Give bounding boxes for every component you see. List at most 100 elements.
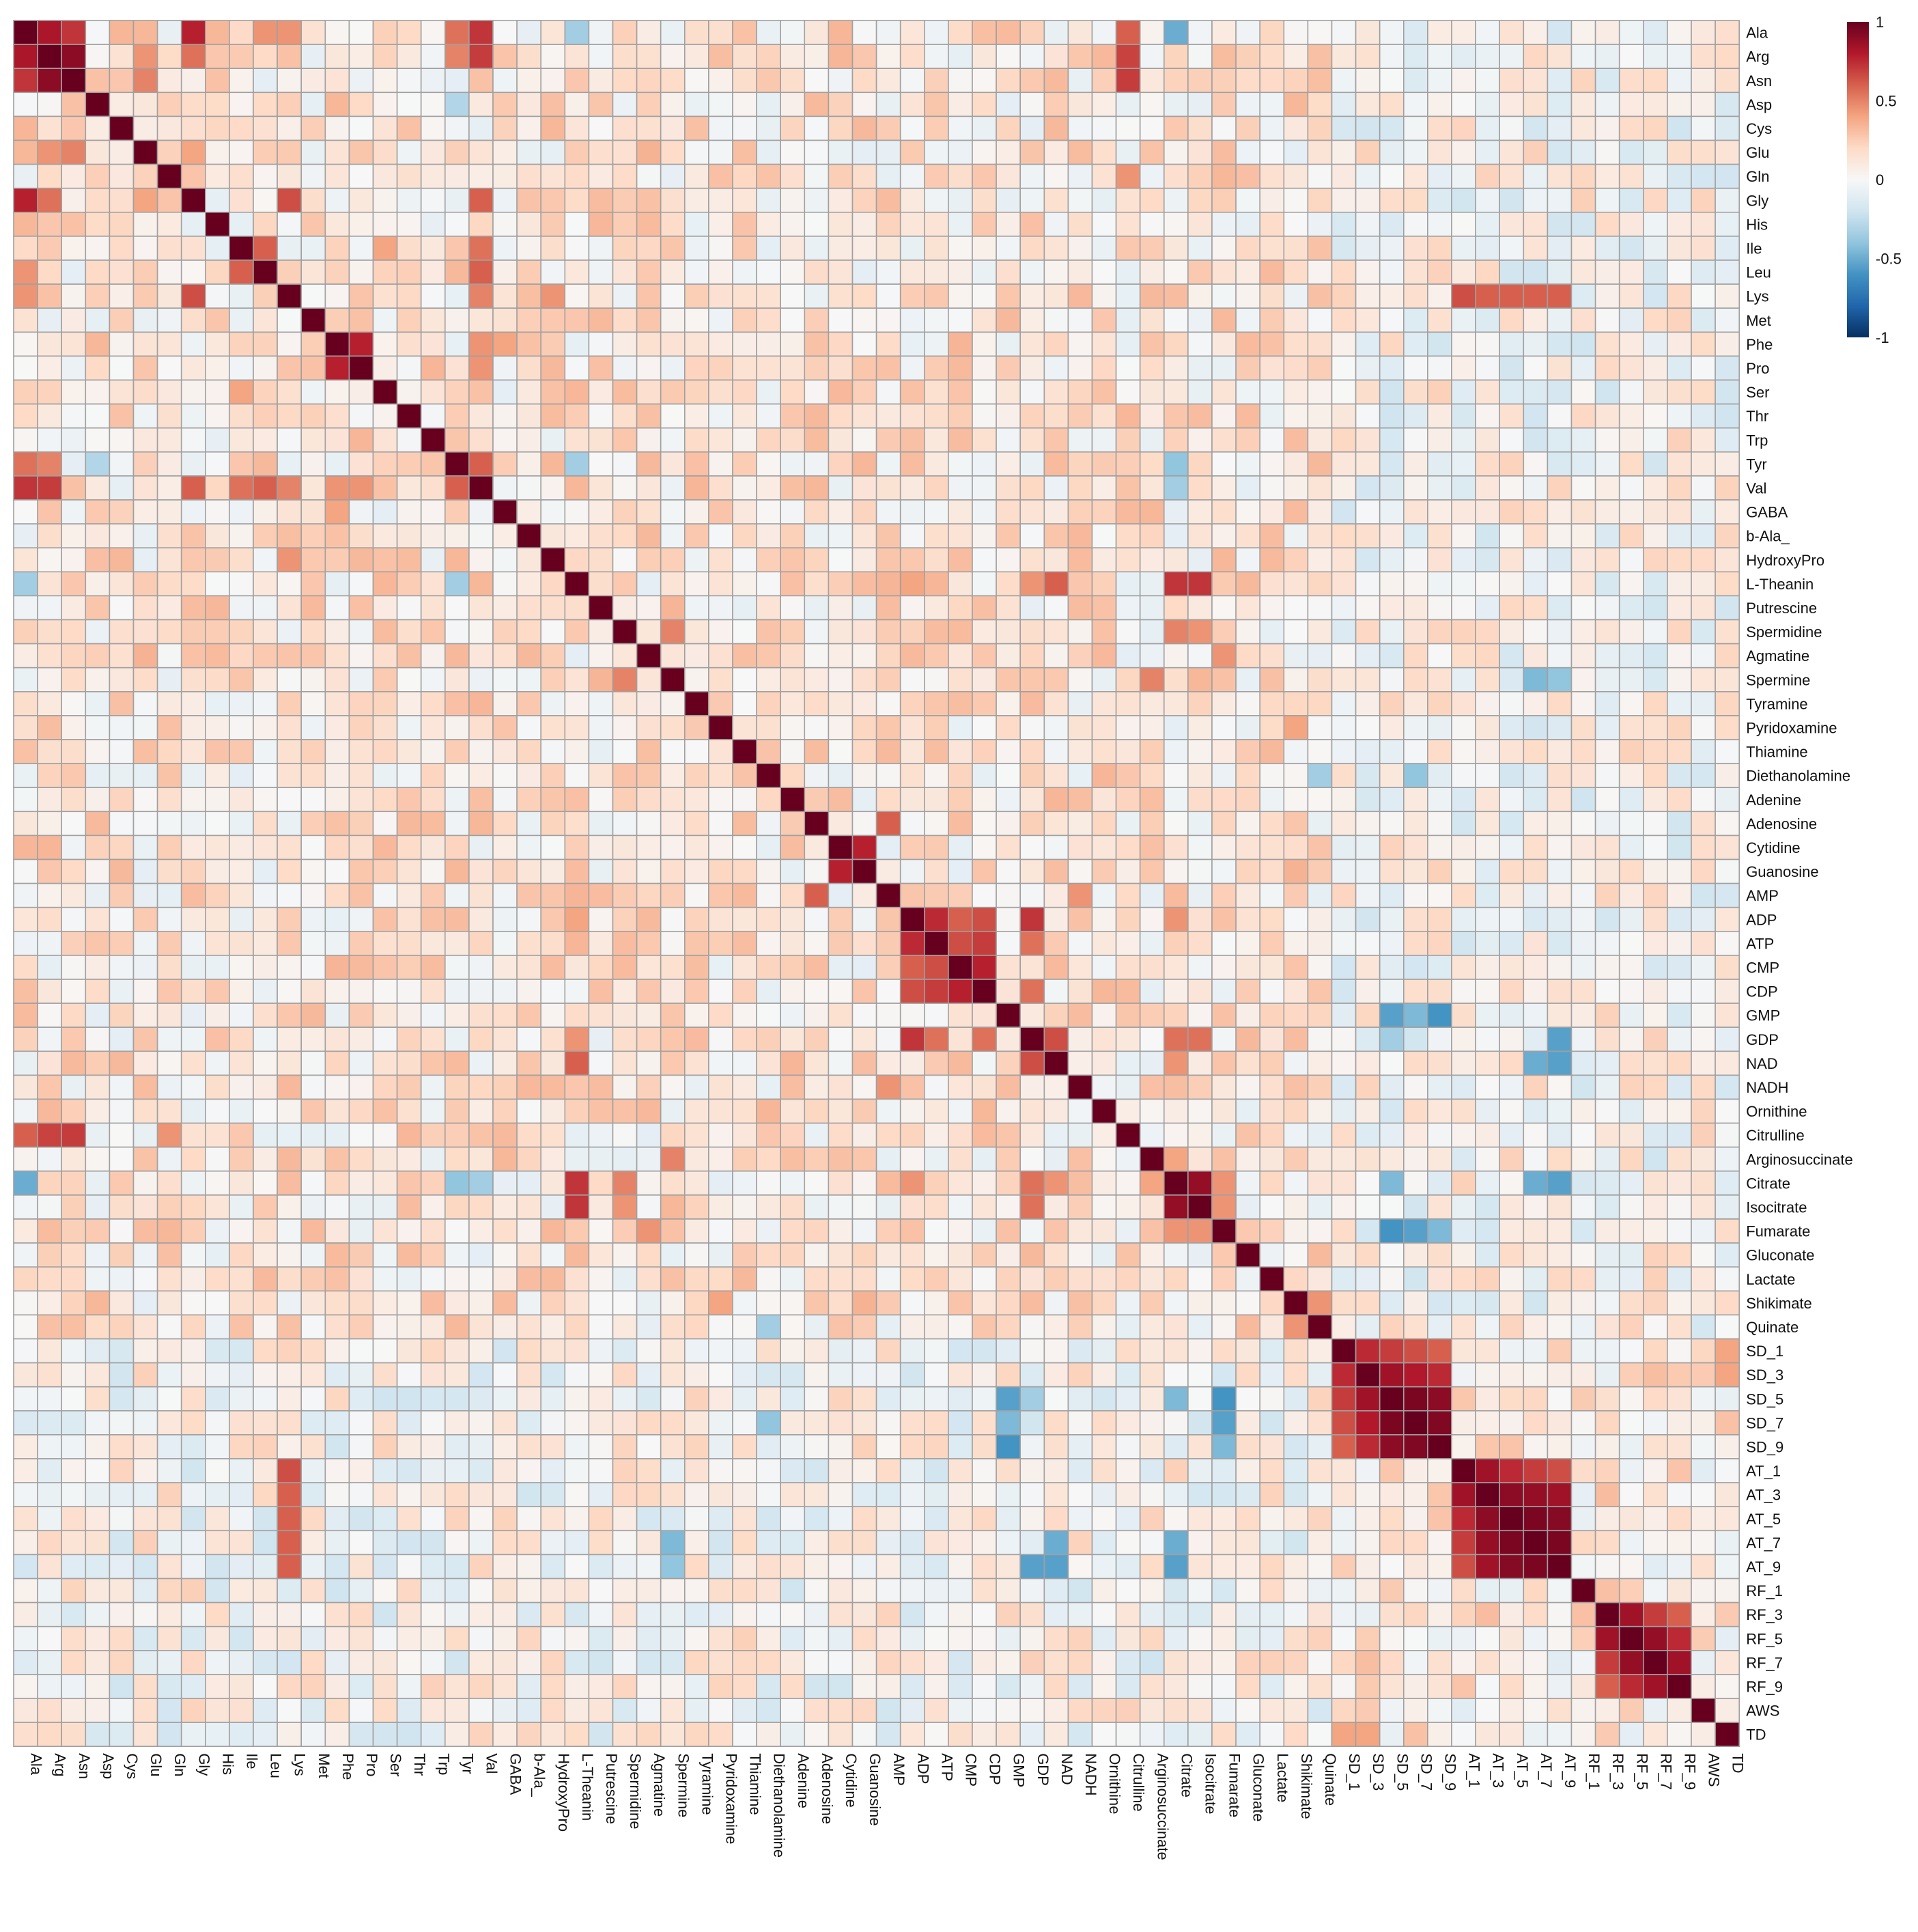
heatmap-cell xyxy=(851,403,877,429)
heatmap-cell xyxy=(277,20,302,45)
heatmap-cell xyxy=(1715,1410,1740,1436)
heatmap-cell xyxy=(1355,763,1381,788)
heatmap-cell xyxy=(828,236,854,261)
heatmap-cell xyxy=(204,1146,230,1172)
heatmap-cell xyxy=(1019,1290,1045,1316)
heatmap-cell xyxy=(612,1434,638,1459)
heatmap-cell xyxy=(1667,1458,1692,1483)
heatmap-cell xyxy=(1067,1482,1093,1508)
heatmap-cell xyxy=(756,1458,781,1483)
heatmap-cell xyxy=(1235,906,1260,932)
heatmap-cell xyxy=(1187,115,1213,141)
heatmap-cell xyxy=(85,1146,111,1172)
heatmap-cell xyxy=(540,523,566,548)
heatmap-cell xyxy=(1570,403,1596,429)
heatmap-cell xyxy=(1379,667,1405,692)
heatmap-cell xyxy=(1091,955,1117,980)
heatmap-cell xyxy=(444,523,470,548)
heatmap-cell xyxy=(324,1434,350,1459)
heatmap-cell xyxy=(948,1122,973,1148)
heatmap-cell xyxy=(972,858,997,884)
heatmap-cell xyxy=(1019,882,1045,908)
heatmap-cell xyxy=(1259,1601,1285,1627)
heatmap-cell xyxy=(756,163,781,189)
heatmap-cell xyxy=(564,307,590,333)
heatmap-cell xyxy=(204,427,230,453)
heatmap-cell xyxy=(85,1122,111,1148)
heatmap-cell xyxy=(1211,1003,1237,1028)
heatmap-cell xyxy=(1715,739,1740,764)
heatmap-cell xyxy=(828,763,854,788)
heatmap-cell xyxy=(1523,1122,1549,1148)
heatmap-cell xyxy=(804,882,830,908)
heatmap-cell xyxy=(1139,1601,1165,1627)
heatmap-cell xyxy=(61,1650,87,1675)
heatmap-cell xyxy=(1187,1003,1213,1028)
heatmap-cell xyxy=(1187,1242,1213,1268)
heatmap-cell xyxy=(1164,1074,1189,1100)
heatmap-cell xyxy=(851,187,877,213)
heatmap-cell xyxy=(1403,139,1428,165)
heatmap-cell xyxy=(660,44,686,69)
heatmap-cell xyxy=(132,92,158,117)
heatmap-cell xyxy=(1187,1026,1213,1052)
heatmap-cell xyxy=(13,571,38,597)
heatmap-cell xyxy=(612,1625,638,1651)
heatmap-cell xyxy=(732,499,757,524)
heatmap-cell xyxy=(1667,1338,1692,1364)
heatmap-cell xyxy=(636,1434,662,1459)
heatmap-cell xyxy=(516,1674,541,1699)
heatmap-cell xyxy=(899,763,925,788)
heatmap-cell xyxy=(492,355,518,381)
heatmap-cell xyxy=(1211,499,1237,524)
heatmap-cell xyxy=(85,1171,111,1196)
heatmap-cell xyxy=(156,739,182,764)
heatmap-cell xyxy=(948,811,973,837)
heatmap-cell xyxy=(1451,1146,1476,1172)
heatmap-cell xyxy=(85,187,111,213)
heatmap-cell xyxy=(1187,1458,1213,1483)
heatmap-cell xyxy=(1187,1386,1213,1412)
heatmap-cell xyxy=(588,20,614,45)
heatmap-cell xyxy=(1307,1098,1333,1124)
heatmap-cell xyxy=(1403,115,1428,141)
heatmap-cell xyxy=(1331,1386,1357,1412)
heatmap-cell xyxy=(1667,499,1692,524)
heatmap-cell xyxy=(85,1338,111,1364)
heatmap-cell xyxy=(1307,547,1333,573)
heatmap-cell xyxy=(444,1266,470,1292)
heatmap-cell xyxy=(1331,1122,1357,1148)
heatmap-cell xyxy=(132,1242,158,1268)
heatmap-cell xyxy=(660,1314,686,1340)
heatmap-cell xyxy=(732,1625,757,1651)
heatmap-cell xyxy=(61,115,87,141)
heatmap-cell xyxy=(1283,882,1309,908)
heatmap-cell xyxy=(156,355,182,381)
heatmap-cell xyxy=(229,1026,254,1052)
heatmap-cell xyxy=(1667,187,1692,213)
heatmap-cell xyxy=(1355,1625,1381,1651)
heatmap-cell xyxy=(1211,331,1237,357)
heatmap-cell xyxy=(1475,1003,1501,1028)
heatmap-cell xyxy=(1091,690,1117,716)
heatmap-cell xyxy=(683,787,709,813)
heatmap-cell xyxy=(732,44,757,69)
heatmap-cell xyxy=(109,427,135,453)
heatmap-cell xyxy=(324,1578,350,1604)
heatmap-cell xyxy=(180,1362,206,1388)
heatmap-cell xyxy=(132,715,158,740)
heatmap-cell xyxy=(996,571,1021,597)
heatmap-cell xyxy=(948,547,973,573)
heatmap-cell xyxy=(85,523,111,548)
heatmap-cell xyxy=(540,1242,566,1268)
heatmap-cell xyxy=(1235,1554,1260,1580)
heatmap-cell xyxy=(37,427,62,453)
heatmap-cell xyxy=(85,787,111,813)
heatmap-cell xyxy=(756,475,781,501)
heatmap-cell xyxy=(1475,1578,1501,1604)
heatmap-cell xyxy=(324,643,350,669)
heatmap-cell xyxy=(708,283,733,309)
heatmap-cell xyxy=(1043,763,1069,788)
heatmap-cell xyxy=(1115,163,1141,189)
heatmap-cell xyxy=(1451,690,1476,716)
